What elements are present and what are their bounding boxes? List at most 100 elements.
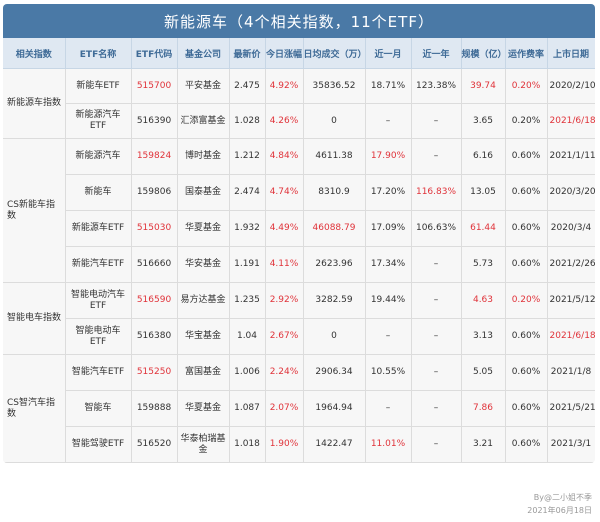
change-cell: 2.67%	[265, 318, 304, 355]
index-group-cell: 智能电车指数	[3, 282, 66, 355]
change-cell: 2.24%	[265, 354, 304, 391]
price-cell: 1.932	[229, 210, 266, 247]
code-cell: 516380	[131, 318, 178, 355]
volume-cell: 2623.96	[303, 246, 366, 283]
author-credit: By@二小姐不季	[533, 493, 592, 502]
year-cell: –	[411, 426, 462, 463]
scale-cell: 4.63	[461, 282, 506, 319]
year-cell: –	[411, 246, 462, 283]
scale-cell: 3.65	[461, 103, 506, 139]
scale-cell: 13.05	[461, 174, 506, 211]
change-cell: 4.92%	[265, 68, 304, 104]
code-cell: 516660	[131, 246, 178, 283]
scale-cell: 61.44	[461, 210, 506, 247]
fee-cell: 0.60%	[505, 354, 548, 391]
month-cell: –	[365, 103, 412, 139]
month-cell: 17.90%	[365, 138, 412, 175]
name-cell: 新能车	[65, 174, 132, 211]
volume-cell: 35836.52	[303, 68, 366, 104]
volume-cell: 0	[303, 318, 366, 355]
code-cell: 159824	[131, 138, 178, 175]
volume-cell: 1422.47	[303, 426, 366, 463]
year-cell: –	[411, 390, 462, 427]
fee-cell: 0.60%	[505, 138, 548, 175]
year-cell: 123.38%	[411, 68, 462, 104]
date-cell: 2021/6/18	[547, 318, 595, 355]
date-cell: 2021/3/1	[547, 426, 595, 463]
scale-cell: 6.16	[461, 138, 506, 175]
table-row: 新能源车ETF 515030 华夏基金 1.932 4.49% 46088.79 17.09…	[3, 210, 595, 247]
table-row: CS新能车指数 新能源汽车 159824 博时基金 1.212 4.84% 4611.38 1…	[3, 138, 595, 283]
code-cell: 516390	[131, 103, 178, 139]
column-header: 基金公司	[177, 38, 230, 69]
column-header: 相关指数	[3, 38, 66, 69]
company-cell: 易方达基金	[177, 282, 230, 319]
code-cell: 159888	[131, 390, 178, 427]
column-header: 日均成交（万）	[303, 38, 367, 69]
etf-table-card: 新能源车（4个相关指数，11个ETF） 相关指数 ETF名称 ETF代码 基金公司 最新…	[3, 4, 595, 463]
name-cell: 智能电动汽车ETF	[65, 282, 132, 319]
date-cell: 2020/3/20	[547, 174, 595, 211]
column-header: ETF名称	[65, 38, 132, 69]
etf-table: 相关指数 ETF名称 ETF代码 基金公司 最新价 今日涨幅 日均成交（万） 近一月 近一年 规模…	[3, 38, 595, 463]
company-cell: 华泰柏瑞基金	[177, 426, 230, 463]
price-cell: 2.474	[229, 174, 266, 211]
change-cell: 4.26%	[265, 103, 304, 139]
month-cell: 17.20%	[365, 174, 412, 211]
name-cell: 智能汽车ETF	[65, 354, 132, 391]
month-cell: –	[365, 318, 412, 355]
volume-cell: 46088.79	[303, 210, 366, 247]
name-cell: 新能源汽车	[65, 138, 132, 175]
volume-cell: 4611.38	[303, 138, 366, 175]
code-cell: 516590	[131, 282, 178, 319]
header-row: 相关指数 ETF名称 ETF代码 基金公司 最新价 今日涨幅 日均成交（万） 近一月 近一年 规模…	[3, 38, 595, 69]
fee-cell: 0.60%	[505, 426, 548, 463]
change-cell: 1.90%	[265, 426, 304, 463]
change-cell: 2.07%	[265, 390, 304, 427]
company-cell: 平安基金	[177, 68, 230, 104]
month-cell: 11.01%	[365, 426, 412, 463]
column-header: 最新价	[229, 38, 266, 69]
date-cell: 2021/5/12	[547, 282, 595, 319]
index-group-cell: 新能源车指数	[3, 68, 66, 139]
name-cell: 智能电动车ETF	[65, 318, 132, 355]
month-cell: 19.44%	[365, 282, 412, 319]
name-cell: 新能源汽车ETF	[65, 103, 132, 139]
name-cell: 新能源车ETF	[65, 210, 132, 247]
year-cell: 116.83%	[411, 174, 462, 211]
price-cell: 1.028	[229, 103, 266, 139]
scale-cell: 5.73	[461, 246, 506, 283]
price-cell: 1.235	[229, 282, 266, 319]
company-cell: 华夏基金	[177, 390, 230, 427]
price-cell: 1.191	[229, 246, 266, 283]
table-row: 新能汽车ETF 516660 华安基金 1.191 4.11% 2623.96 17.34%…	[3, 246, 595, 283]
company-cell: 汇添富基金	[177, 103, 230, 139]
code-cell: 516520	[131, 426, 178, 463]
fee-cell: 0.20%	[505, 68, 548, 104]
column-header: 运作费率	[505, 38, 548, 69]
scale-cell: 39.74	[461, 68, 506, 104]
table-row: 智能车 159888 华夏基金 1.087 2.07% 1964.94– –7.86 0.60…	[3, 390, 595, 427]
month-cell: 18.71%	[365, 68, 412, 104]
price-cell: 1.087	[229, 390, 266, 427]
fee-cell: 0.60%	[505, 318, 548, 355]
index-group-cell: CS新能车指数	[3, 138, 66, 283]
code-cell: 515700	[131, 68, 178, 104]
company-cell: 富国基金	[177, 354, 230, 391]
table-row: 新能源汽车ETF 516390 汇添富基金 1.028 4.26% 0– –3.65 0.20…	[3, 103, 595, 139]
price-cell: 1.018	[229, 426, 266, 463]
index-group-cell: CS智汽车指数	[3, 354, 66, 463]
change-cell: 4.84%	[265, 138, 304, 175]
company-cell: 华安基金	[177, 246, 230, 283]
code-cell: 159806	[131, 174, 178, 211]
scale-cell: 3.21	[461, 426, 506, 463]
name-cell: 智能车	[65, 390, 132, 427]
company-cell: 华宝基金	[177, 318, 230, 355]
change-cell: 4.49%	[265, 210, 304, 247]
volume-cell: 1964.94	[303, 390, 366, 427]
table-row: 智能电动车ETF 516380 华宝基金 1.04 2.67% 0– –3.13 0.60% 2…	[3, 318, 595, 355]
column-header: 近一年	[411, 38, 462, 69]
column-header: ETF代码	[131, 38, 178, 69]
footer-date: 2021年06月18日	[527, 506, 592, 515]
price-cell: 2.475	[229, 68, 266, 104]
